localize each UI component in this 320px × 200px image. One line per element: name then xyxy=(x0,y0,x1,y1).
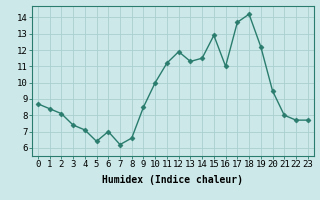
X-axis label: Humidex (Indice chaleur): Humidex (Indice chaleur) xyxy=(102,175,243,185)
